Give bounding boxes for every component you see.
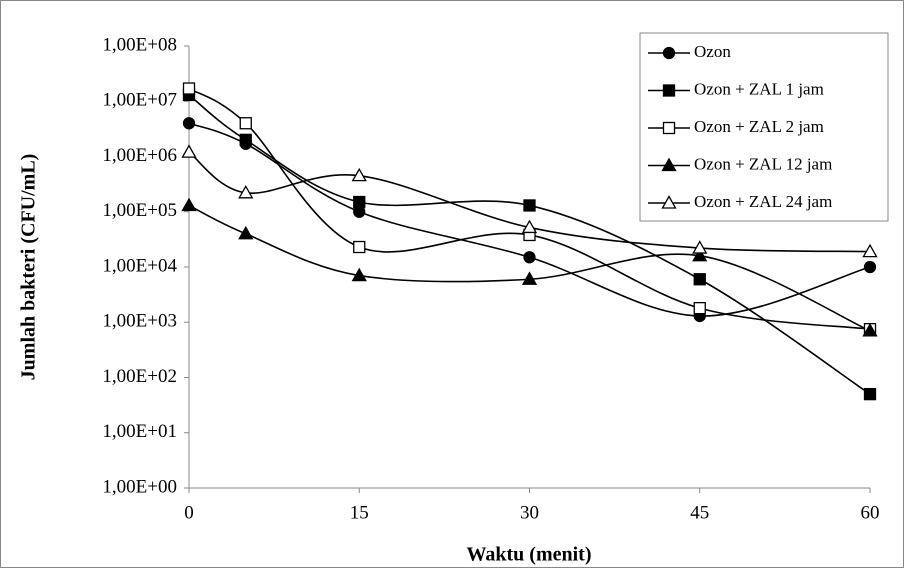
y-tick-label: 1,00E+01 xyxy=(102,421,177,442)
y-axis-title: Jumlah bakteri (CFU/mL) xyxy=(18,154,40,381)
marker xyxy=(865,389,876,400)
marker xyxy=(354,197,365,208)
marker xyxy=(524,200,535,211)
y-tick-label: 1,00E+03 xyxy=(102,311,177,332)
marker xyxy=(240,134,251,145)
legend-text: Ozon + ZAL 2 jam xyxy=(694,117,824,136)
legend-text: Ozon + ZAL 24 jam xyxy=(694,192,832,211)
legend-marker xyxy=(664,48,675,59)
y-tick-label: 1,00E+08 xyxy=(102,34,177,55)
legend-text: Ozon + ZAL 12 jam xyxy=(694,154,832,173)
y-tick-label: 1,00E+02 xyxy=(102,366,177,387)
marker xyxy=(240,118,251,129)
marker xyxy=(354,242,365,253)
legend-text: Ozon xyxy=(694,42,731,61)
legend-text: Ozon + ZAL 1 jam xyxy=(694,79,824,98)
marker xyxy=(694,274,705,285)
x-tick-label: 45 xyxy=(690,502,709,523)
y-tick-label: 1,00E+06 xyxy=(102,145,177,166)
x-tick-label: 60 xyxy=(861,502,880,523)
x-tick-label: 0 xyxy=(184,502,194,523)
marker xyxy=(184,83,195,94)
y-tick-label: 1,00E+04 xyxy=(102,255,177,276)
x-axis-title: Waktu (menit) xyxy=(467,544,592,566)
y-tick-label: 1,00E+00 xyxy=(102,476,177,497)
chart: Waktu (menit) Jumlah bakteri (CFU/mL) 1,… xyxy=(0,0,904,568)
y-tick-label: 1,00E+07 xyxy=(102,90,177,111)
marker xyxy=(694,303,705,314)
y-tick-label: 1,00E+05 xyxy=(102,200,177,221)
x-tick-label: 30 xyxy=(520,502,539,523)
marker xyxy=(184,118,195,129)
legend-marker xyxy=(664,123,675,134)
marker xyxy=(524,252,535,263)
x-tick-label: 15 xyxy=(350,502,369,523)
legend-marker xyxy=(664,85,675,96)
marker xyxy=(865,262,876,273)
